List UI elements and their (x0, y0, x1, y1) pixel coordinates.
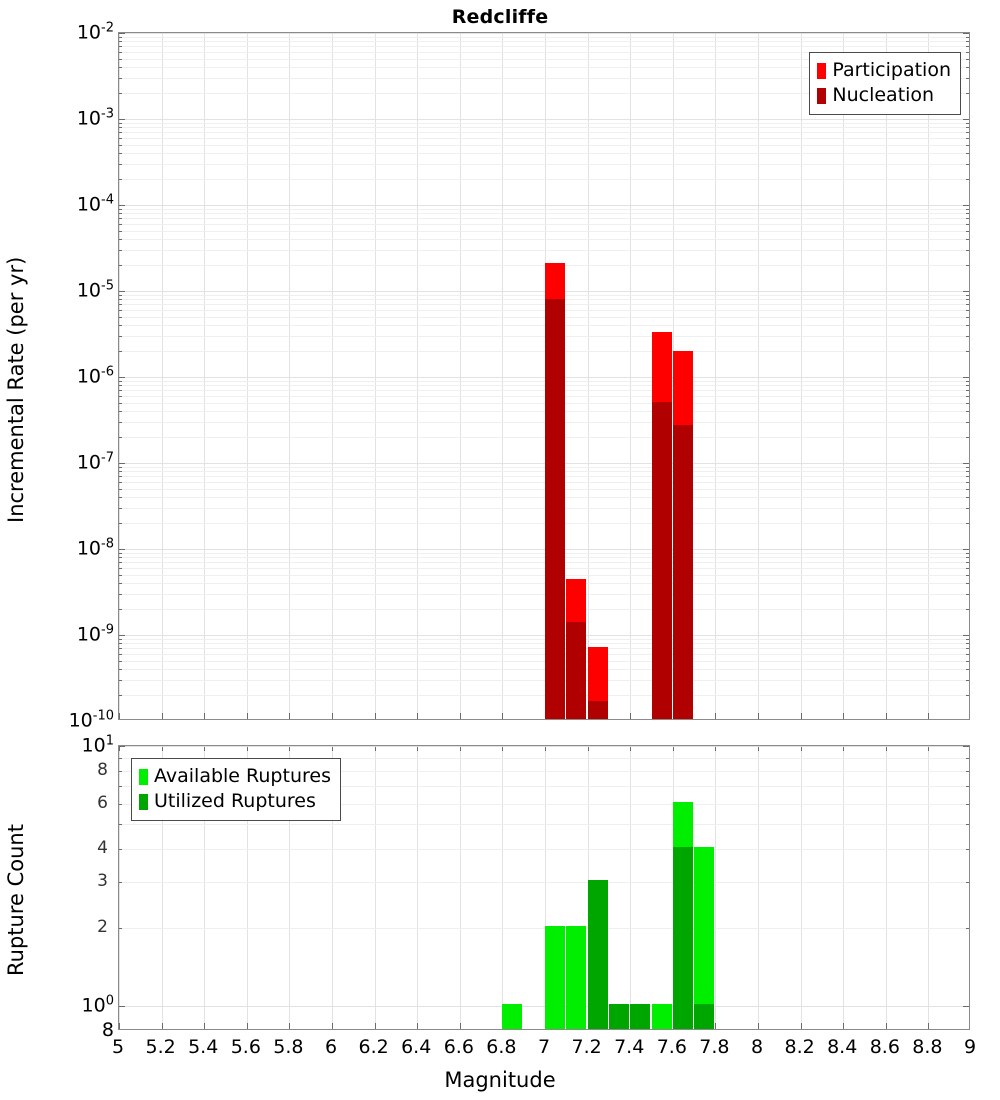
rupture-count-bar (588, 745, 608, 1029)
x-tick-label: 6 (325, 1036, 337, 1058)
rate-bar (652, 32, 672, 719)
y-tick-label: 10-6 (77, 364, 114, 387)
incremental-rate-panel: Participation Nucleation (118, 32, 970, 720)
legend-label-available-ruptures: Available Ruptures (154, 767, 331, 786)
y-tick-label: 10-4 (77, 192, 114, 215)
y-tick-label: 10-10 (69, 708, 114, 731)
top-panel-bars (119, 33, 969, 719)
legend-label-utilized-ruptures: Utilized Ruptures (154, 792, 316, 811)
rate-bar (566, 32, 586, 719)
x-tick-label: 8.8 (912, 1036, 942, 1058)
available-ruptures-bar-segment (545, 926, 565, 1029)
legend-label-nucleation: Nucleation (832, 86, 934, 105)
x-tick-label: 9 (964, 1036, 976, 1058)
participation-color-swatch (817, 63, 826, 79)
utilized-ruptures-color-swatch (139, 794, 148, 810)
legend-item-utilized-ruptures: Utilized Ruptures (139, 789, 331, 814)
y-tick-label: 10-2 (77, 20, 114, 43)
x-tick-label: 8.2 (784, 1036, 814, 1058)
y-tick-label-minor: 6 (97, 793, 108, 813)
page-title: Redcliffe (0, 6, 1000, 28)
rate-bar (673, 32, 693, 719)
x-tick-label: 5.6 (231, 1036, 261, 1058)
top-panel-legend: Participation Nucleation (809, 52, 961, 115)
x-axis-title: Magnitude (0, 1068, 1000, 1092)
figure-canvas: Redcliffe Incremental Rate (per yr) Rupt… (0, 0, 1000, 1100)
available-ruptures-bar-segment (652, 1004, 672, 1029)
bottom-panel-legend: Available Ruptures Utilized Ruptures (131, 758, 341, 821)
legend-item-available-ruptures: Available Ruptures (139, 764, 331, 789)
rupture-count-bar (502, 745, 522, 1029)
x-tick-label: 7 (538, 1036, 550, 1058)
available-ruptures-bar-segment (566, 926, 586, 1029)
y-tick-label-minor: 4 (97, 838, 108, 858)
x-tick-label: 7.8 (699, 1036, 729, 1058)
nucleation-bar-segment (588, 701, 608, 719)
x-tick-label: 8.4 (827, 1036, 857, 1058)
rupture-count-bar (630, 745, 650, 1029)
rupture-count-bar (566, 745, 586, 1029)
rate-bar (588, 32, 608, 719)
y-tick-label: 100 (82, 993, 114, 1016)
nucleation-color-swatch (817, 88, 826, 104)
y-tick-label: 10-5 (77, 278, 114, 301)
y-tick-label: 101 (82, 733, 114, 756)
y-tick-label: 10-8 (77, 536, 114, 559)
utilized-ruptures-bar-segment (673, 847, 693, 1029)
x-tick-label: 5.8 (273, 1036, 303, 1058)
utilized-ruptures-bar-segment (694, 1004, 714, 1029)
legend-item-participation: Participation (817, 58, 951, 83)
x-tick-label: 7.4 (614, 1036, 644, 1058)
rupture-count-bar (609, 745, 629, 1029)
x-tick-label: 6.6 (444, 1036, 474, 1058)
rupture-count-bar (694, 745, 714, 1029)
nucleation-bar-segment (673, 425, 693, 719)
y-tick-label: 10-9 (77, 622, 114, 645)
x-tick-label: 8.6 (870, 1036, 900, 1058)
rupture-count-bar (545, 745, 565, 1029)
top-panel-y-axis-title: Incremental Rate (per yr) (4, 230, 28, 550)
utilized-ruptures-bar-segment (609, 1004, 629, 1029)
available-ruptures-color-swatch (139, 769, 148, 785)
x-tick-label: 5.2 (145, 1036, 175, 1058)
y-tick-label-minor: 2 (97, 917, 108, 937)
nucleation-bar-segment (566, 622, 586, 719)
y-tick-label: 10-3 (77, 106, 114, 129)
x-tick-label: 6.4 (401, 1036, 431, 1058)
x-tick-label: 6.2 (358, 1036, 388, 1058)
y-tick-label-minor: 3 (97, 871, 108, 891)
utilized-ruptures-bar-segment (630, 1004, 650, 1029)
nucleation-bar-segment (652, 402, 672, 719)
y-tick-label: 10-7 (77, 450, 114, 473)
rupture-count-panel: Available Ruptures Utilized Ruptures (118, 745, 970, 1030)
x-tick-label: 7.2 (571, 1036, 601, 1058)
bottom-panel-y-axis-title: Rupture Count (4, 790, 28, 1010)
x-tick-label: 5 (112, 1036, 124, 1058)
rupture-count-bar (652, 745, 672, 1029)
x-tick-label: 8 (751, 1036, 763, 1058)
x-tick-label: 6.8 (486, 1036, 516, 1058)
x-tick-label: 5.4 (188, 1036, 218, 1058)
rate-bar (545, 32, 565, 719)
rupture-count-bar (673, 745, 693, 1029)
y-tick-label-minor: 8 (97, 760, 108, 780)
utilized-ruptures-bar-segment (588, 880, 608, 1029)
legend-label-participation: Participation (832, 61, 951, 80)
nucleation-bar-segment (545, 299, 565, 719)
available-ruptures-bar-segment (502, 1004, 522, 1029)
legend-item-nucleation: Nucleation (817, 83, 951, 108)
available-ruptures-bar-segment (694, 847, 714, 1029)
x-tick-label: 7.6 (657, 1036, 687, 1058)
